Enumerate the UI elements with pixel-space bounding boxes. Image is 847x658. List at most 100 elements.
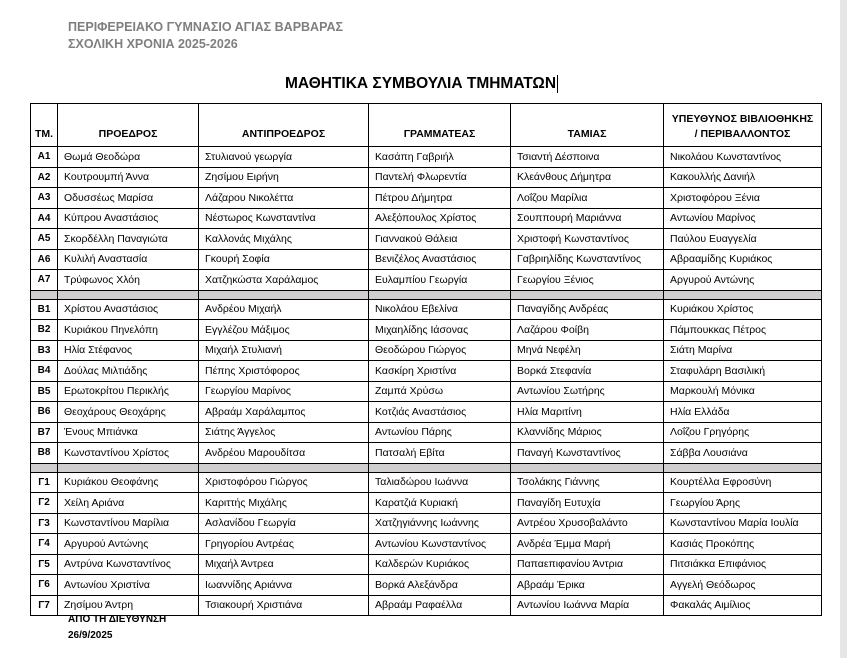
librarian-cell[interactable]: Χριστοφόρου Ξένια (663, 187, 822, 209)
document-title[interactable]: ΜΑΘΗΤΙΚΑ ΣΥΜΒΟΥΛΙΑ ΤΜΗΜΑΤΩΝ (285, 75, 559, 93)
president-cell[interactable]: Αργυρού Αντώνης (57, 533, 199, 555)
librarian-cell[interactable]: Γεωργίου Άρης (663, 492, 822, 514)
treasurer-cell[interactable]: Τσιαντή Δέσποινα (510, 146, 664, 168)
librarian-cell[interactable]: Αβρααμίδης Κυριάκος (663, 248, 822, 270)
vice-president-cell[interactable]: Ασλανίδου Γεωργία (198, 512, 369, 534)
class-cell[interactable]: Β8 (30, 442, 58, 464)
president-cell[interactable]: Κουτρουμπή Άννα (57, 166, 199, 188)
vice-president-cell[interactable]: Καριττής Μιχάλης (198, 492, 369, 514)
class-cell[interactable]: Γ7 (30, 594, 58, 616)
class-cell[interactable]: Α6 (30, 248, 58, 270)
vice-president-cell[interactable]: Ζησίμου Ειρήνη (198, 166, 369, 188)
vice-president-cell[interactable]: Μιχαήλ Στυλιανή (198, 339, 369, 361)
treasurer-cell[interactable]: Παναγίδη Ευτυχία (510, 492, 664, 514)
president-cell[interactable]: Κωνσταντίνου Χρίστος (57, 442, 199, 464)
vice-president-cell[interactable]: Σιάτης Άγγελος (198, 421, 369, 443)
class-cell[interactable]: Α3 (30, 187, 58, 209)
secretary-cell[interactable]: Καρατζιά Κυριακή (368, 492, 511, 514)
vice-president-cell[interactable]: Γεωργίου Μαρίνος (198, 380, 369, 402)
class-cell[interactable]: Γ1 (30, 471, 58, 493)
secretary-cell[interactable]: Πατσαλή Εβίτα (368, 442, 511, 464)
treasurer-cell[interactable]: Γαβριηλίδης Κωνσταντίνος (510, 248, 664, 270)
class-cell[interactable]: Β3 (30, 339, 58, 361)
president-cell[interactable]: Ερωτοκρίτου Περικλής (57, 380, 199, 402)
librarian-cell[interactable]: Μαρκουλή Μόνικα (663, 380, 822, 402)
president-cell[interactable]: Τρύφωνος Χλόη (57, 269, 199, 291)
secretary-cell[interactable]: Γιαννακού Θάλεια (368, 228, 511, 250)
vice-president-cell[interactable]: Νέστωρος Κωνσταντίνα (198, 207, 369, 229)
treasurer-cell[interactable]: Παναγίδης Ανδρέας (510, 298, 664, 320)
librarian-cell[interactable]: Αντωνίου Μαρίνος (663, 207, 822, 229)
president-cell[interactable]: Ένους Μπιάνκα (57, 421, 199, 443)
treasurer-cell[interactable]: Κλεάνθους Δήμητρα (510, 166, 664, 188)
librarian-cell[interactable]: Κακουλλής Δανιήλ (663, 166, 822, 188)
vice-president-cell[interactable]: Γρηγορίου Αντρέας (198, 533, 369, 555)
treasurer-cell[interactable]: Τσολάκης Γιάννης (510, 471, 664, 493)
vice-president-cell[interactable]: Ανδρέου Μαρουδίτσα (198, 442, 369, 464)
treasurer-cell[interactable]: Ηλία Μαριτίνη (510, 401, 664, 423)
librarian-cell[interactable]: Φακαλάς Αιμίλιος (663, 594, 822, 616)
president-cell[interactable]: Κυριάκου Πηνελόπη (57, 319, 199, 341)
treasurer-cell[interactable]: Αβραάμ Έρικα (510, 574, 664, 596)
librarian-cell[interactable]: Κωνσταντίνου Μαρία Ιουλία (663, 512, 822, 534)
librarian-cell[interactable]: Κυριάκου Χρίστος (663, 298, 822, 320)
treasurer-cell[interactable]: Λαζάρου Φοίβη (510, 319, 664, 341)
president-cell[interactable]: Ζησίμου Άντρη (57, 594, 199, 616)
president-cell[interactable]: Σκορδέλλη Παναγιώτα (57, 228, 199, 250)
class-cell[interactable]: Α7 (30, 269, 58, 291)
librarian-cell[interactable]: Σιάτη Μαρίνα (663, 339, 822, 361)
secretary-cell[interactable]: Ευλαμπίου Γεωργία (368, 269, 511, 291)
class-cell[interactable]: Γ5 (30, 553, 58, 575)
president-cell[interactable]: Οδυσσέως Μαρίσα (57, 187, 199, 209)
secretary-cell[interactable]: Ζαμπά Χρύσω (368, 380, 511, 402)
treasurer-cell[interactable]: Χριστοφή Κωνσταντίνος (510, 228, 664, 250)
librarian-cell[interactable]: Παύλου Ευαγγελία (663, 228, 822, 250)
librarian-cell[interactable]: Ηλία Ελλάδα (663, 401, 822, 423)
president-cell[interactable]: Δούλας Μιλτιάδης (57, 360, 199, 382)
vice-president-cell[interactable]: Ιωαννίδης Αριάννα (198, 574, 369, 596)
librarian-cell[interactable]: Λοΐζου Γρηγόρης (663, 421, 822, 443)
librarian-cell[interactable]: Πάμπουκκας Πέτρος (663, 319, 822, 341)
vice-president-cell[interactable]: Ανδρέου Μιχαήλ (198, 298, 369, 320)
vice-president-cell[interactable]: Χατζηκώστα Χαράλαμος (198, 269, 369, 291)
vice-president-cell[interactable]: Στυλιανού γεωργία (198, 146, 369, 168)
class-cell[interactable]: Β7 (30, 421, 58, 443)
vice-president-cell[interactable]: Γκουρή Σοφία (198, 248, 369, 270)
class-cell[interactable]: Β6 (30, 401, 58, 423)
treasurer-cell[interactable]: Μηνά Νεφέλη (510, 339, 664, 361)
treasurer-cell[interactable]: Παπαεπιφανίου Άντρια (510, 553, 664, 575)
treasurer-cell[interactable]: Παναγή Κωνσταντίνος (510, 442, 664, 464)
secretary-cell[interactable]: Νικολάου Εβελίνα (368, 298, 511, 320)
treasurer-cell[interactable]: Αντρέου Χρυσοβαλάντο (510, 512, 664, 534)
treasurer-cell[interactable]: Ανδρέα Έμμα Μαρή (510, 533, 664, 555)
president-cell[interactable]: Αντρύνα Κωνσταντίνος (57, 553, 199, 575)
class-cell[interactable]: Γ4 (30, 533, 58, 555)
class-cell[interactable]: Β5 (30, 380, 58, 402)
librarian-cell[interactable]: Σάββα Λουσιάνα (663, 442, 822, 464)
secretary-cell[interactable]: Πέτρου Δήμητρα (368, 187, 511, 209)
president-cell[interactable]: Χείλη Αριάνα (57, 492, 199, 514)
secretary-cell[interactable]: Βενιζέλος Αναστάσιος (368, 248, 511, 270)
vice-president-cell[interactable]: Εγγλέζου Μάξιμος (198, 319, 369, 341)
vice-president-cell[interactable]: Καλλονάς Μιχάλης (198, 228, 369, 250)
secretary-cell[interactable]: Παντελή Φλωρεντία (368, 166, 511, 188)
treasurer-cell[interactable]: Βορκά Στεφανία (510, 360, 664, 382)
vice-president-cell[interactable]: Χριστοφόρου Γιώργος (198, 471, 369, 493)
class-cell[interactable]: Α1 (30, 146, 58, 168)
vice-president-cell[interactable]: Λάζαρου Νικολέττα (198, 187, 369, 209)
treasurer-cell[interactable]: Αντωνίου Σωτήρης (510, 380, 664, 402)
secretary-cell[interactable]: Κοτζιάς Αναστάσιος (368, 401, 511, 423)
librarian-cell[interactable]: Κουρτέλλα Εφροσύνη (663, 471, 822, 493)
librarian-cell[interactable]: Σταφυλάρη Βασιλική (663, 360, 822, 382)
librarian-cell[interactable]: Πιτσιάκκα Επιφάνιος (663, 553, 822, 575)
secretary-cell[interactable]: Μιχαηλίδης Ιάσονας (368, 319, 511, 341)
president-cell[interactable]: Χρίστου Αναστάσιος (57, 298, 199, 320)
class-cell[interactable]: Α5 (30, 228, 58, 250)
vice-president-cell[interactable]: Τσιακουρή Χριστιάνα (198, 594, 369, 616)
secretary-cell[interactable]: Αβραάμ Ραφαέλλα (368, 594, 511, 616)
secretary-cell[interactable]: Βορκά Αλεξάνδρα (368, 574, 511, 596)
class-cell[interactable]: Γ2 (30, 492, 58, 514)
librarian-cell[interactable]: Αγγελή Θεόδωρος (663, 574, 822, 596)
treasurer-cell[interactable]: Αντωνίου Ιωάννα Μαρία (510, 594, 664, 616)
secretary-cell[interactable]: Αντωνίου Κωνσταντίνος (368, 533, 511, 555)
